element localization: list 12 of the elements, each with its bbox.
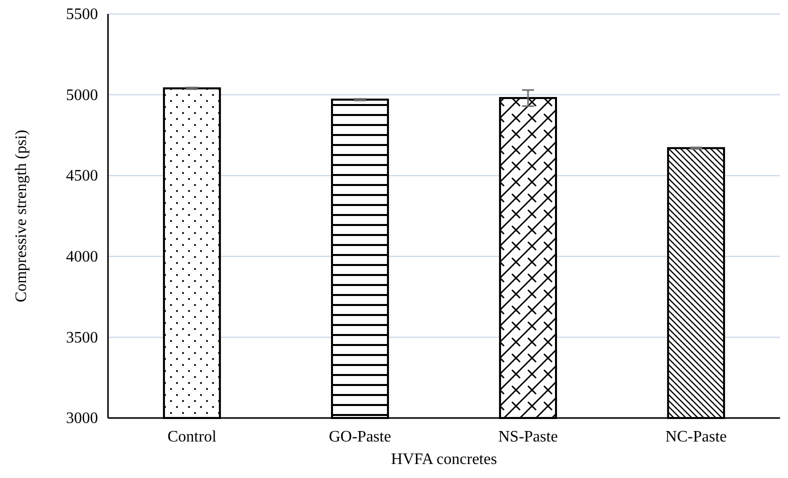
y-tick-label: 3000 — [66, 410, 98, 428]
y-tick-label: 5000 — [66, 86, 98, 104]
x-tick-label: NC-Paste — [665, 428, 727, 446]
y-axis-title: Compressive strength (psi) — [13, 130, 30, 302]
y-tick-label: 3500 — [66, 329, 98, 346]
y-tick-label: 4000 — [66, 248, 98, 266]
y-tick-label: 4500 — [66, 168, 98, 185]
y-tick-label: 5500 — [66, 6, 98, 24]
x-tick-label: NS-Paste — [498, 428, 558, 446]
x-tick-label: Control — [167, 428, 217, 446]
x-tick-label: GO-Paste — [328, 428, 392, 446]
x-axis-title: HVFA concretes — [391, 451, 497, 468]
